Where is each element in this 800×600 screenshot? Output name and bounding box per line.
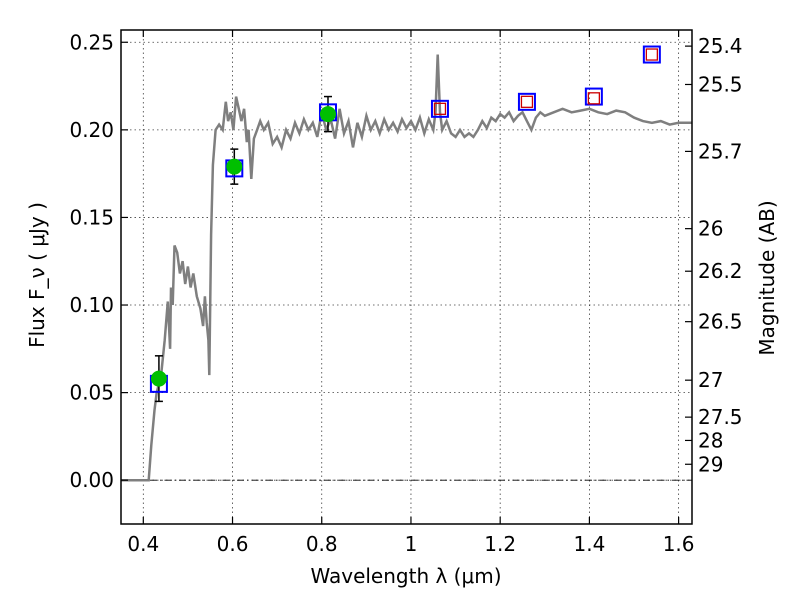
observed-flux-marker xyxy=(319,106,336,123)
observed-flux-markers xyxy=(150,106,336,387)
y-tick-label: 0.20 xyxy=(69,118,114,142)
y-tick-label: 0.15 xyxy=(69,205,114,229)
magnitude-axis-title: Magnitude (AB) xyxy=(755,200,779,355)
grid-lines xyxy=(121,30,692,524)
x-tick-label: 1 xyxy=(405,532,418,556)
x-axis-title: Wavelength λ (μm) xyxy=(310,564,501,588)
upper-limit-marker xyxy=(433,102,447,115)
upper-limit-markers xyxy=(433,48,659,115)
y-tick-label: 0.25 xyxy=(69,30,114,54)
upper-limit-marker xyxy=(520,95,534,108)
x-tick-label: 0.6 xyxy=(217,532,249,556)
y-axis-ticks: 0.00 0.05 0.10 0.15 0.20 0.25 xyxy=(69,30,128,492)
bandpass-flux-marker xyxy=(430,99,449,118)
magnitude-tick-label: 25.5 xyxy=(698,72,743,96)
x-tick-label: 0.8 xyxy=(306,532,338,556)
x-axis-ticks: 0.4 0.6 0.8 1 1.2 1.4 1.6 xyxy=(127,30,695,556)
y-tick-label: 0.10 xyxy=(69,293,114,317)
magnitude-tick-label: 27.5 xyxy=(698,405,743,429)
sed-line xyxy=(121,54,692,482)
x-tick-label: 0.4 xyxy=(127,532,159,556)
magnitude-tick-label: 27 xyxy=(698,368,723,392)
plot-frame xyxy=(120,29,693,525)
x-tick-label: 1.2 xyxy=(484,532,516,556)
bandpass-flux-marker xyxy=(642,45,661,64)
magnitude-tick-label: 26.5 xyxy=(698,310,743,334)
error-bars xyxy=(154,95,332,403)
y-tick-label: 0.00 xyxy=(69,468,114,492)
magnitude-tick-label: 25.7 xyxy=(698,139,743,163)
observed-flux-marker xyxy=(226,158,243,175)
magnitude-tick-label: 29 xyxy=(698,452,723,476)
y-tick-label: 0.05 xyxy=(69,381,114,405)
bandpass-flux-markers xyxy=(149,45,661,393)
observed-flux-marker xyxy=(150,370,167,387)
x-tick-label: 1.6 xyxy=(663,532,695,556)
magnitude-tick-label: 26.2 xyxy=(698,259,743,283)
bandpass-flux-marker xyxy=(584,87,603,106)
upper-limit-marker xyxy=(645,48,659,61)
bandpass-flux-marker xyxy=(517,92,536,111)
magnitude-tick-label: 26 xyxy=(698,217,723,241)
y-axis-title: Flux F_ν ( μJy ) xyxy=(25,202,49,348)
magnitude-tick-label: 25.4 xyxy=(698,34,743,58)
x-tick-label: 1.4 xyxy=(573,532,605,556)
magnitude-tick-label: 28 xyxy=(698,428,723,452)
upper-limit-marker xyxy=(587,92,601,105)
